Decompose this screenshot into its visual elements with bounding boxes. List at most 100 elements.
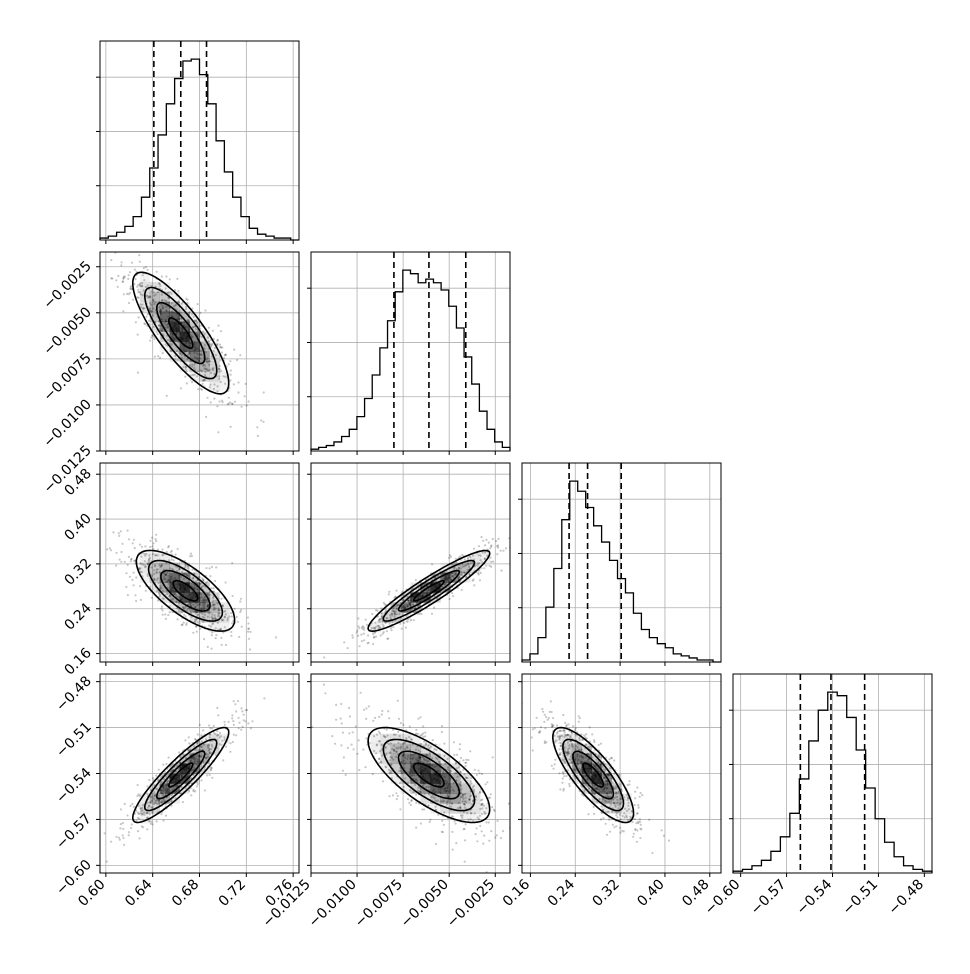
sample-point [133,547,136,550]
density-cell [159,331,170,342]
sample-point [482,539,485,542]
sample-point [451,788,454,791]
sample-point [185,305,188,309]
sample-point [412,619,415,622]
sample-point [570,761,573,764]
sample-point [152,325,155,329]
sample-point [605,779,608,782]
sample-point [217,367,220,370]
sample-point [146,294,149,298]
sample-point [125,292,129,295]
sample-point [205,774,209,777]
sample-point [424,743,427,746]
sample-point [184,615,187,618]
sample-point [579,768,583,771]
density-cell [179,582,190,593]
sample-point [372,627,375,630]
sample-point [464,796,467,799]
x-tick-label: −0.48 [886,877,928,919]
sample-point [382,601,385,605]
sample-point [218,400,221,403]
sample-point [201,600,204,603]
density-cell [209,622,220,633]
sample-point [178,761,182,764]
sample-point [217,613,220,616]
sample-point [394,613,397,616]
sample-point [222,759,225,762]
sample-point [615,814,618,817]
density-cell [571,743,583,754]
sample-point [411,743,414,746]
sample-point [618,773,621,777]
sample-point [152,298,155,301]
sample-point [451,830,454,834]
sample-point [141,274,144,277]
sample-point [213,603,216,606]
sample-point [117,836,121,839]
sample-point [145,315,148,318]
sample-point [384,621,387,625]
sample-point [232,700,235,703]
density-cell [581,773,592,784]
sample-point [399,722,402,725]
sample-point [468,798,471,801]
sample-point [390,629,393,632]
density-cell [611,803,622,814]
sample-point [216,602,219,605]
sample-point [167,577,170,581]
sample-point [465,576,468,579]
sample-point [156,548,159,551]
sample-point [206,645,209,649]
sample-point [463,571,466,575]
sample-point [452,781,455,785]
sample-point [395,750,398,754]
density-cell [159,592,170,603]
sample-point [196,621,199,624]
sample-point [391,614,394,617]
sample-point [611,823,614,826]
sample-point [224,643,228,647]
sample-point [617,807,620,810]
sample-point [442,769,445,773]
sample-point [237,381,240,384]
sample-point [603,776,607,779]
sample-point [127,277,130,280]
sample-point [623,796,626,799]
density-cell [199,733,210,744]
sample-point [406,610,409,613]
sample-point [231,717,234,720]
density-cell [450,803,461,814]
diag-panel-2 [518,462,722,666]
sample-point [383,603,386,606]
sample-point [374,621,377,624]
sample-point [182,621,185,624]
sample-point [617,790,620,794]
sample-point [436,758,439,761]
sample-point [441,800,444,803]
sample-point [173,592,176,596]
sample-point [483,810,486,814]
sample-point [210,647,213,650]
sample-point [154,564,157,567]
sample-point [200,755,203,758]
sample-point [200,740,203,743]
sample-point [396,699,399,702]
sample-point [466,568,469,571]
density-cell [591,763,602,774]
density-cell [561,763,573,774]
sample-point [153,294,156,297]
sample-point [228,615,231,618]
sample-point [199,311,202,314]
sample-point [177,602,180,605]
sample-point [223,615,226,618]
sample-point [137,291,140,294]
sample-point [466,776,469,780]
sample-point [431,757,434,760]
sample-point [408,771,411,774]
sample-point [568,752,571,755]
sample-point [619,802,622,805]
sample-point [578,736,581,740]
sample-point [404,606,407,609]
sample-point [196,604,199,607]
sample-point [423,757,426,761]
